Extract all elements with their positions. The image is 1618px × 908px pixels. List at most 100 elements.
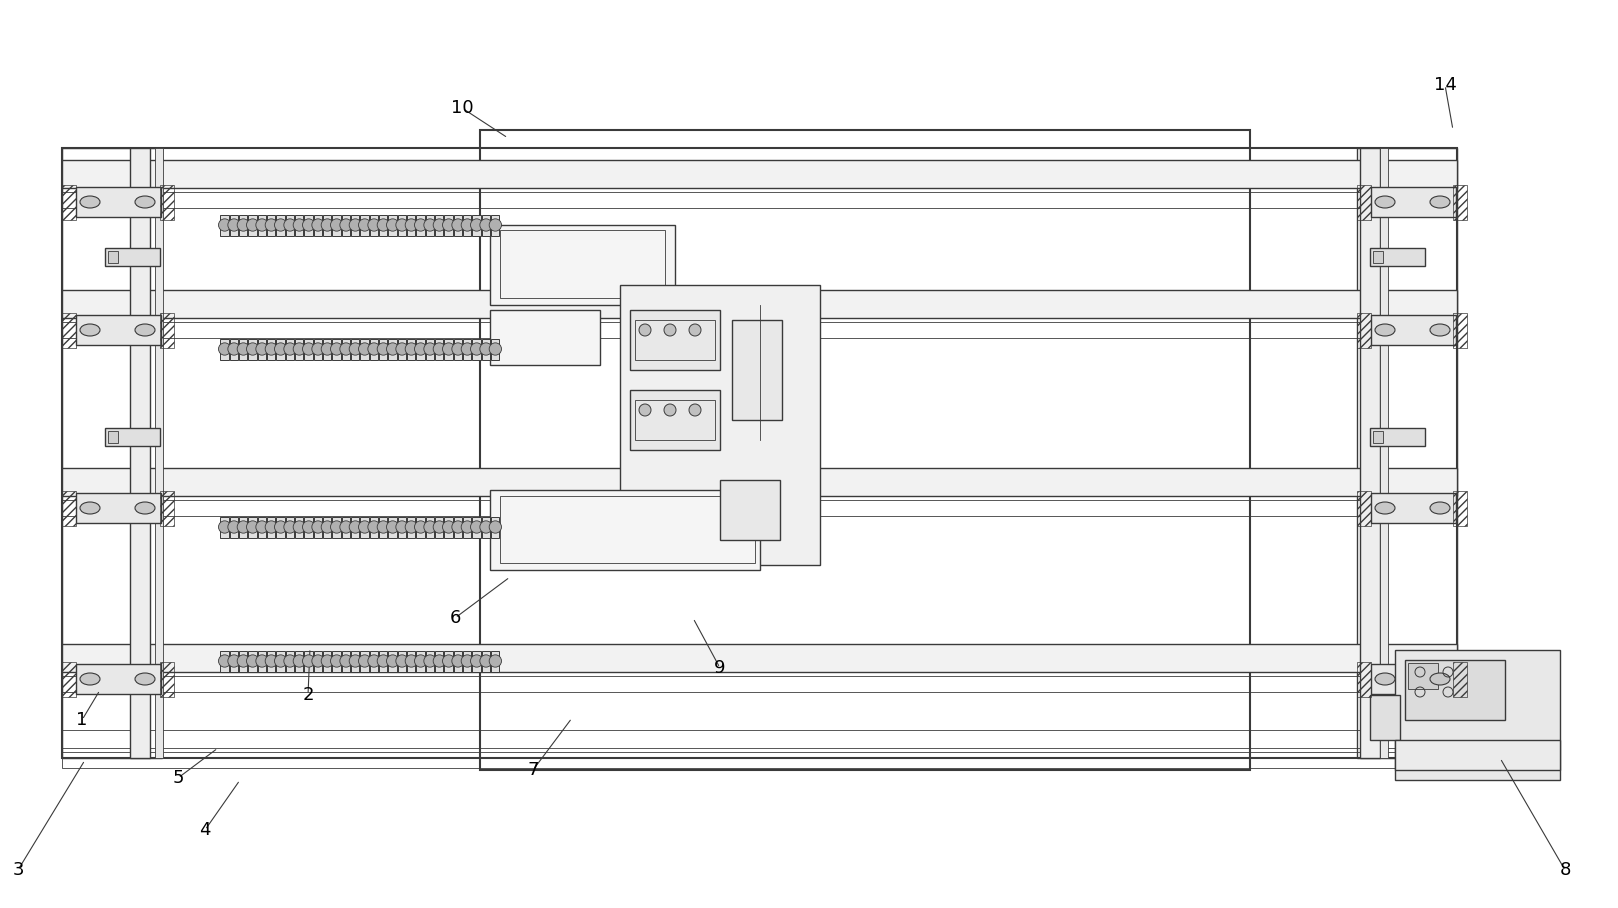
Bar	[249, 650, 257, 672]
Bar	[239, 517, 248, 538]
Bar	[249, 517, 257, 538]
Circle shape	[293, 219, 306, 232]
Circle shape	[265, 219, 278, 232]
Bar	[426, 339, 434, 360]
Bar	[472, 339, 481, 360]
Circle shape	[377, 655, 390, 667]
Bar	[1453, 185, 1468, 220]
Bar	[61, 491, 76, 526]
Bar	[1358, 491, 1370, 526]
Bar	[61, 290, 1456, 318]
Bar	[426, 650, 434, 672]
Circle shape	[377, 219, 390, 232]
Bar	[634, 400, 715, 440]
Bar	[426, 214, 434, 235]
Circle shape	[293, 521, 306, 533]
Circle shape	[489, 655, 502, 667]
Circle shape	[396, 521, 408, 533]
Circle shape	[265, 521, 278, 533]
Bar	[435, 650, 443, 672]
Bar	[76, 493, 162, 523]
Circle shape	[404, 655, 417, 667]
Bar	[731, 320, 781, 420]
Circle shape	[349, 521, 361, 533]
Circle shape	[303, 343, 316, 355]
Circle shape	[218, 343, 231, 355]
Bar	[351, 517, 359, 538]
Bar	[492, 339, 500, 360]
Circle shape	[367, 219, 380, 232]
Circle shape	[238, 343, 249, 355]
Bar	[482, 339, 490, 360]
Bar	[1358, 662, 1370, 697]
Circle shape	[663, 404, 676, 416]
Ellipse shape	[1430, 673, 1450, 685]
Circle shape	[322, 655, 333, 667]
Bar	[1370, 493, 1456, 523]
Circle shape	[228, 343, 239, 355]
Ellipse shape	[134, 673, 155, 685]
Circle shape	[218, 655, 231, 667]
Circle shape	[414, 343, 427, 355]
Bar	[230, 214, 238, 235]
Bar	[105, 248, 160, 266]
Circle shape	[481, 219, 492, 232]
Circle shape	[404, 343, 417, 355]
Bar	[61, 676, 1456, 692]
Circle shape	[330, 343, 343, 355]
Circle shape	[322, 521, 333, 533]
Bar	[463, 517, 471, 538]
Circle shape	[451, 521, 464, 533]
Bar	[1404, 660, 1505, 720]
Text: 4: 4	[199, 821, 210, 839]
Bar	[1370, 695, 1400, 740]
Bar	[398, 650, 406, 672]
Bar	[408, 339, 416, 360]
Circle shape	[434, 521, 445, 533]
Ellipse shape	[1430, 196, 1450, 208]
Bar	[1408, 663, 1438, 689]
Bar	[371, 339, 379, 360]
Bar	[314, 214, 322, 235]
Circle shape	[424, 655, 437, 667]
Circle shape	[312, 521, 324, 533]
Bar	[249, 214, 257, 235]
Bar	[492, 650, 500, 672]
Bar	[453, 517, 463, 538]
Bar	[416, 339, 426, 360]
Circle shape	[663, 324, 676, 336]
Circle shape	[238, 521, 249, 533]
Bar	[333, 517, 341, 538]
Bar	[445, 339, 453, 360]
Bar	[257, 339, 267, 360]
Circle shape	[461, 655, 474, 667]
Circle shape	[238, 655, 249, 667]
Bar	[351, 214, 359, 235]
Circle shape	[387, 521, 398, 533]
Bar	[286, 214, 294, 235]
Circle shape	[396, 655, 408, 667]
Circle shape	[228, 521, 239, 533]
Circle shape	[434, 655, 445, 667]
Circle shape	[434, 219, 445, 232]
Circle shape	[275, 521, 286, 533]
Bar	[257, 650, 267, 672]
Bar	[408, 650, 416, 672]
Bar	[61, 148, 162, 758]
Circle shape	[451, 343, 464, 355]
Ellipse shape	[79, 502, 100, 514]
Text: 9: 9	[714, 659, 726, 677]
Circle shape	[275, 219, 286, 232]
Bar	[408, 517, 416, 538]
Bar	[129, 148, 150, 758]
Bar	[472, 650, 481, 672]
Bar	[76, 315, 162, 345]
Bar	[314, 650, 322, 672]
Circle shape	[275, 655, 286, 667]
Text: 3: 3	[13, 861, 24, 879]
Circle shape	[330, 521, 343, 533]
Bar	[61, 644, 1456, 672]
Bar	[277, 339, 285, 360]
Circle shape	[367, 521, 380, 533]
Bar	[324, 214, 332, 235]
